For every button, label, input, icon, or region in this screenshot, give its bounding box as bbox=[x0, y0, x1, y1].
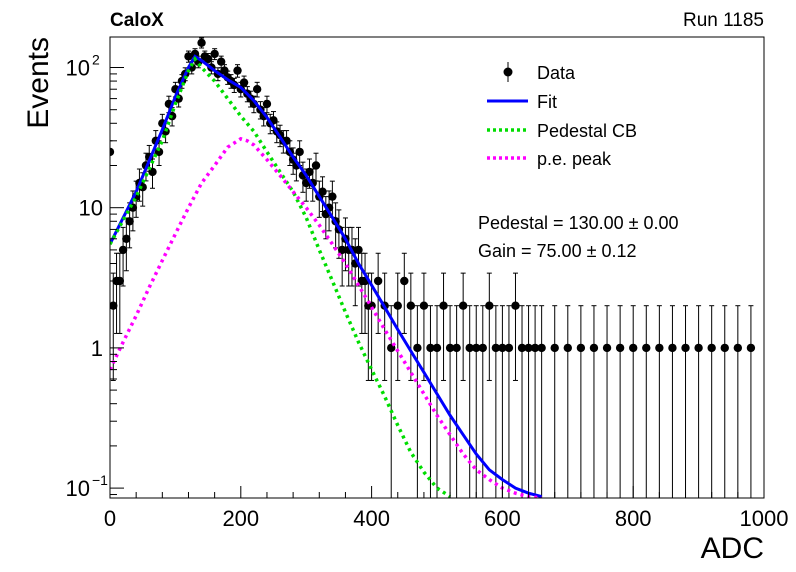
data-point bbox=[373, 276, 383, 286]
data-point bbox=[681, 343, 690, 353]
legend-entry: p.e. peak bbox=[487, 149, 612, 169]
legend-entry: Pedestal CB bbox=[487, 121, 637, 141]
data-point bbox=[393, 301, 402, 310]
data-point bbox=[432, 343, 442, 353]
data-point bbox=[602, 343, 612, 353]
data-point bbox=[733, 343, 743, 353]
legend-label: Pedestal CB bbox=[537, 121, 637, 141]
data-point bbox=[589, 343, 599, 353]
data-point bbox=[491, 343, 501, 353]
data-point bbox=[530, 343, 540, 353]
data-point bbox=[210, 49, 219, 59]
plot-area bbox=[110, 37, 756, 498]
x-tick-label: 800 bbox=[615, 506, 652, 531]
fit-curve bbox=[110, 54, 542, 498]
data-point bbox=[426, 343, 435, 353]
data-point bbox=[216, 57, 226, 66]
legend-label: p.e. peak bbox=[537, 149, 612, 169]
data-point bbox=[197, 38, 206, 48]
pedestal-stat: Pedestal = 130.00 ± 0.00 bbox=[478, 213, 679, 233]
data-point bbox=[115, 276, 125, 286]
legend-entry: Data bbox=[503, 62, 576, 83]
data-point bbox=[125, 217, 134, 226]
y-tick-label: 10 bbox=[66, 55, 90, 80]
data-point bbox=[504, 343, 514, 353]
data-point bbox=[233, 66, 242, 75]
x-tick-label: 1000 bbox=[740, 506, 789, 531]
data-point bbox=[694, 343, 703, 353]
data-point bbox=[511, 301, 520, 310]
data-point bbox=[419, 301, 429, 310]
data-point bbox=[203, 54, 213, 64]
y-tick-exponent: 2 bbox=[92, 51, 100, 67]
data-point bbox=[458, 301, 468, 310]
x-tick-label: 200 bbox=[222, 506, 259, 531]
run-label: Run 1185 bbox=[683, 10, 764, 31]
data-point bbox=[550, 343, 559, 353]
data-point bbox=[720, 343, 729, 353]
data-point bbox=[311, 161, 321, 170]
data-point bbox=[668, 343, 677, 353]
data-point bbox=[642, 343, 651, 353]
data-point bbox=[328, 192, 337, 201]
data-point bbox=[184, 52, 193, 61]
data-point bbox=[122, 234, 131, 244]
legend-entry: Fit bbox=[487, 92, 557, 112]
data-point bbox=[517, 343, 527, 353]
x-tick-label: 600 bbox=[484, 506, 521, 531]
y-tick-label: 10 bbox=[79, 196, 103, 221]
data-point bbox=[537, 343, 546, 353]
data-point bbox=[295, 147, 304, 157]
x-axis: 0 200 400 600 800 1000 bbox=[104, 486, 789, 531]
data-point bbox=[239, 78, 249, 87]
data-point bbox=[576, 343, 586, 353]
gain-stat: Gain = 75.00 ± 0.12 bbox=[478, 241, 637, 261]
data-point bbox=[337, 245, 347, 255]
x-tick-label: 0 bbox=[104, 506, 116, 531]
data-point bbox=[110, 147, 115, 157]
data-point bbox=[655, 343, 664, 353]
x-tick-label: 400 bbox=[353, 506, 390, 531]
legend: Data Fit Pedestal CB p.e. peak bbox=[487, 62, 637, 169]
series-layer bbox=[110, 37, 756, 498]
legend-label: Data bbox=[537, 63, 576, 83]
data-point bbox=[452, 343, 461, 353]
data-point bbox=[629, 343, 638, 353]
legend-label: Fit bbox=[537, 92, 557, 112]
data-point bbox=[472, 343, 481, 353]
data-point bbox=[465, 343, 474, 353]
y-axis-label: Events bbox=[22, 37, 55, 129]
data-point bbox=[252, 85, 262, 94]
p-e-peak-curve bbox=[110, 136, 542, 498]
data-point bbox=[485, 301, 494, 310]
data-point bbox=[445, 343, 455, 353]
data-point bbox=[746, 343, 756, 353]
data-point bbox=[413, 343, 422, 353]
x-axis-label: ADC bbox=[701, 532, 764, 565]
legend-marker bbox=[503, 67, 513, 77]
data-point bbox=[262, 99, 272, 109]
experiment-label: CaloX bbox=[110, 10, 164, 31]
data-point bbox=[354, 245, 363, 255]
data-point bbox=[615, 343, 625, 353]
data-point bbox=[524, 343, 533, 353]
data-point bbox=[498, 343, 507, 353]
y-tick-label: 10 bbox=[66, 476, 90, 501]
data-point bbox=[220, 66, 229, 75]
data-point bbox=[707, 343, 716, 353]
data-point bbox=[439, 301, 448, 310]
data-point bbox=[400, 276, 409, 286]
data-point bbox=[406, 301, 416, 310]
data-point bbox=[478, 343, 487, 353]
data-point bbox=[305, 167, 314, 177]
data-point bbox=[318, 187, 327, 196]
plot-frame bbox=[109, 36, 765, 499]
y-tick-exponent: −1 bbox=[92, 472, 108, 488]
data-point bbox=[118, 245, 128, 255]
data-point bbox=[563, 343, 572, 353]
y-tick-label: 1 bbox=[91, 336, 103, 361]
